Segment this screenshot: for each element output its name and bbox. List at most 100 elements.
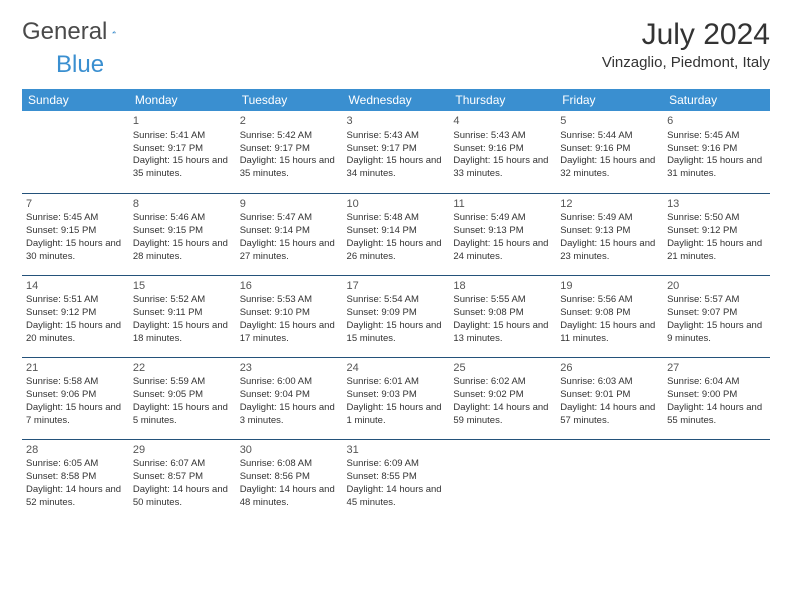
sunrise-text: Sunrise: 6:02 AM	[453, 376, 552, 389]
day-number: 14	[26, 279, 125, 294]
sunrise-text: Sunrise: 5:49 AM	[453, 212, 552, 225]
logo-sail-icon	[112, 22, 116, 42]
calendar-cell: 30Sunrise: 6:08 AMSunset: 8:56 PMDayligh…	[236, 439, 343, 521]
sunrise-text: Sunrise: 5:45 AM	[26, 212, 125, 225]
day-number: 21	[26, 361, 125, 376]
sunrise-text: Sunrise: 5:58 AM	[26, 376, 125, 389]
calendar-row: 14Sunrise: 5:51 AMSunset: 9:12 PMDayligh…	[22, 275, 770, 357]
daylight-text: Daylight: 15 hours and 3 minutes.	[240, 402, 339, 428]
calendar-cell: 27Sunrise: 6:04 AMSunset: 9:00 PMDayligh…	[663, 357, 770, 439]
sunrise-text: Sunrise: 5:49 AM	[560, 212, 659, 225]
day-number: 28	[26, 443, 125, 458]
sunset-text: Sunset: 9:08 PM	[453, 307, 552, 320]
calendar-cell: 26Sunrise: 6:03 AMSunset: 9:01 PMDayligh…	[556, 357, 663, 439]
sunrise-text: Sunrise: 5:42 AM	[240, 130, 339, 143]
daylight-text: Daylight: 15 hours and 18 minutes.	[133, 320, 232, 346]
sunset-text: Sunset: 9:17 PM	[347, 143, 446, 156]
calendar-table: Sunday Monday Tuesday Wednesday Thursday…	[22, 89, 770, 521]
calendar-cell: 25Sunrise: 6:02 AMSunset: 9:02 PMDayligh…	[449, 357, 556, 439]
calendar-cell	[556, 439, 663, 521]
sunrise-text: Sunrise: 5:51 AM	[26, 294, 125, 307]
sunset-text: Sunset: 9:13 PM	[560, 225, 659, 238]
title-block: July 2024 Vinzaglio, Piedmont, Italy	[602, 18, 770, 71]
calendar-cell: 28Sunrise: 6:05 AMSunset: 8:58 PMDayligh…	[22, 439, 129, 521]
sunrise-text: Sunrise: 5:50 AM	[667, 212, 766, 225]
calendar-cell	[663, 439, 770, 521]
daylight-text: Daylight: 15 hours and 9 minutes.	[667, 320, 766, 346]
weekday-header: Saturday	[663, 89, 770, 111]
day-number: 26	[560, 361, 659, 376]
sunset-text: Sunset: 9:04 PM	[240, 389, 339, 402]
daylight-text: Daylight: 15 hours and 33 minutes.	[453, 155, 552, 181]
sunrise-text: Sunrise: 5:56 AM	[560, 294, 659, 307]
sunset-text: Sunset: 9:02 PM	[453, 389, 552, 402]
sunrise-text: Sunrise: 5:53 AM	[240, 294, 339, 307]
day-number: 30	[240, 443, 339, 458]
daylight-text: Daylight: 14 hours and 55 minutes.	[667, 402, 766, 428]
sunset-text: Sunset: 9:11 PM	[133, 307, 232, 320]
day-number: 29	[133, 443, 232, 458]
calendar-body: 1Sunrise: 5:41 AMSunset: 9:17 PMDaylight…	[22, 111, 770, 521]
logo: General	[22, 18, 136, 46]
calendar-cell: 18Sunrise: 5:55 AMSunset: 9:08 PMDayligh…	[449, 275, 556, 357]
daylight-text: Daylight: 14 hours and 50 minutes.	[133, 484, 232, 510]
calendar-cell: 22Sunrise: 5:59 AMSunset: 9:05 PMDayligh…	[129, 357, 236, 439]
calendar-cell: 12Sunrise: 5:49 AMSunset: 9:13 PMDayligh…	[556, 193, 663, 275]
daylight-text: Daylight: 14 hours and 57 minutes.	[560, 402, 659, 428]
sunset-text: Sunset: 8:56 PM	[240, 471, 339, 484]
calendar-cell: 9Sunrise: 5:47 AMSunset: 9:14 PMDaylight…	[236, 193, 343, 275]
day-number: 27	[667, 361, 766, 376]
sunset-text: Sunset: 9:14 PM	[347, 225, 446, 238]
day-number: 4	[453, 114, 552, 129]
day-number: 2	[240, 114, 339, 129]
sunset-text: Sunset: 9:06 PM	[26, 389, 125, 402]
daylight-text: Daylight: 15 hours and 17 minutes.	[240, 320, 339, 346]
sunset-text: Sunset: 9:03 PM	[347, 389, 446, 402]
sunrise-text: Sunrise: 6:03 AM	[560, 376, 659, 389]
day-number: 15	[133, 279, 232, 294]
day-number: 17	[347, 279, 446, 294]
weekday-header: Tuesday	[236, 89, 343, 111]
sunset-text: Sunset: 9:15 PM	[26, 225, 125, 238]
daylight-text: Daylight: 15 hours and 5 minutes.	[133, 402, 232, 428]
day-number: 25	[453, 361, 552, 376]
sunrise-text: Sunrise: 5:47 AM	[240, 212, 339, 225]
daylight-text: Daylight: 15 hours and 35 minutes.	[240, 155, 339, 181]
daylight-text: Daylight: 15 hours and 11 minutes.	[560, 320, 659, 346]
daylight-text: Daylight: 15 hours and 7 minutes.	[26, 402, 125, 428]
calendar-cell: 14Sunrise: 5:51 AMSunset: 9:12 PMDayligh…	[22, 275, 129, 357]
calendar-cell: 17Sunrise: 5:54 AMSunset: 9:09 PMDayligh…	[343, 275, 450, 357]
daylight-text: Daylight: 15 hours and 28 minutes.	[133, 238, 232, 264]
calendar-cell: 24Sunrise: 6:01 AMSunset: 9:03 PMDayligh…	[343, 357, 450, 439]
sunrise-text: Sunrise: 6:09 AM	[347, 458, 446, 471]
sunrise-text: Sunrise: 5:43 AM	[453, 130, 552, 143]
sunset-text: Sunset: 9:17 PM	[240, 143, 339, 156]
day-number: 18	[453, 279, 552, 294]
sunrise-text: Sunrise: 5:45 AM	[667, 130, 766, 143]
calendar-cell: 13Sunrise: 5:50 AMSunset: 9:12 PMDayligh…	[663, 193, 770, 275]
daylight-text: Daylight: 14 hours and 59 minutes.	[453, 402, 552, 428]
weekday-header: Friday	[556, 89, 663, 111]
location-subtitle: Vinzaglio, Piedmont, Italy	[602, 54, 770, 71]
calendar-cell: 2Sunrise: 5:42 AMSunset: 9:17 PMDaylight…	[236, 111, 343, 193]
calendar-cell: 21Sunrise: 5:58 AMSunset: 9:06 PMDayligh…	[22, 357, 129, 439]
day-number: 13	[667, 197, 766, 212]
sunset-text: Sunset: 9:09 PM	[347, 307, 446, 320]
weekday-header-row: Sunday Monday Tuesday Wednesday Thursday…	[22, 89, 770, 111]
sunset-text: Sunset: 9:16 PM	[667, 143, 766, 156]
sunset-text: Sunset: 9:08 PM	[560, 307, 659, 320]
day-number: 3	[347, 114, 446, 129]
sunrise-text: Sunrise: 5:57 AM	[667, 294, 766, 307]
calendar-cell: 31Sunrise: 6:09 AMSunset: 8:55 PMDayligh…	[343, 439, 450, 521]
calendar-cell: 3Sunrise: 5:43 AMSunset: 9:17 PMDaylight…	[343, 111, 450, 193]
daylight-text: Daylight: 15 hours and 20 minutes.	[26, 320, 125, 346]
sunrise-text: Sunrise: 6:04 AM	[667, 376, 766, 389]
calendar-cell: 1Sunrise: 5:41 AMSunset: 9:17 PMDaylight…	[129, 111, 236, 193]
daylight-text: Daylight: 14 hours and 45 minutes.	[347, 484, 446, 510]
calendar-cell: 11Sunrise: 5:49 AMSunset: 9:13 PMDayligh…	[449, 193, 556, 275]
calendar-row: 21Sunrise: 5:58 AMSunset: 9:06 PMDayligh…	[22, 357, 770, 439]
calendar-cell	[22, 111, 129, 193]
calendar-cell	[449, 439, 556, 521]
daylight-text: Daylight: 15 hours and 34 minutes.	[347, 155, 446, 181]
calendar-cell: 10Sunrise: 5:48 AMSunset: 9:14 PMDayligh…	[343, 193, 450, 275]
